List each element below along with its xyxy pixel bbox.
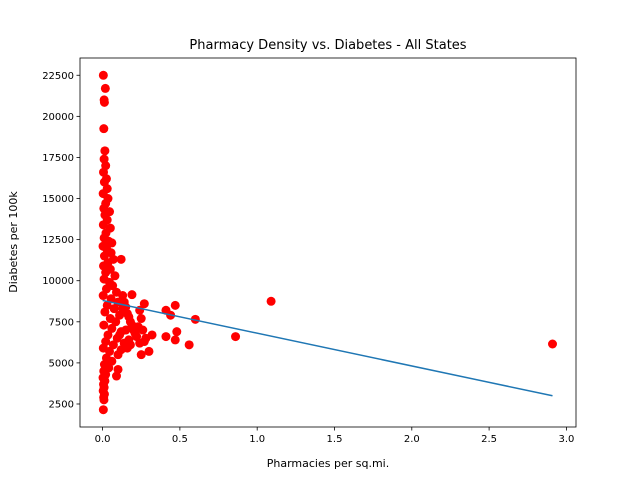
data-point: [98, 291, 108, 301]
x-tick-label: 0.0: [95, 434, 111, 445]
data-point: [172, 327, 182, 337]
data-point: [99, 320, 109, 330]
y-tick-label: 5000: [49, 358, 74, 369]
data-point: [107, 238, 117, 248]
x-tick-label: 3.0: [558, 434, 574, 445]
data-point: [118, 304, 128, 314]
y-tick-label: 20000: [42, 112, 74, 123]
data-point: [111, 317, 121, 327]
data-point: [547, 339, 557, 349]
x-tick-label: 1.5: [327, 434, 343, 445]
data-point: [139, 299, 149, 309]
y-tick-label: 12500: [42, 235, 74, 246]
regression-line: [102, 299, 553, 397]
plot-area: [80, 58, 576, 427]
data-point: [100, 83, 110, 93]
data-point: [116, 254, 126, 264]
scatter-points: [98, 70, 557, 415]
x-axis-ticks: 0.0 0.5 1.0 1.5 2.0 2.5 3.0: [95, 427, 574, 445]
data-point: [231, 332, 241, 342]
data-point: [135, 338, 145, 348]
x-axis-label: Pharmacies per sq.mi.: [267, 457, 389, 470]
data-point: [98, 220, 108, 230]
data-point: [133, 322, 143, 332]
data-point: [110, 271, 120, 281]
data-point: [111, 371, 121, 381]
data-point: [99, 124, 109, 134]
data-point: [136, 350, 146, 360]
data-point: [144, 346, 154, 356]
data-point: [184, 340, 194, 350]
data-point: [100, 146, 110, 156]
data-point: [136, 314, 146, 324]
y-axis-ticks: 2500 5000 7500 10000 12500 15000 17500 20000 225…: [42, 71, 80, 410]
data-point: [147, 330, 157, 340]
data-point: [108, 340, 118, 350]
data-point: [116, 345, 126, 355]
y-tick-label: 7500: [49, 317, 74, 328]
data-point: [161, 332, 171, 342]
data-point: [98, 405, 108, 415]
data-point: [100, 307, 110, 317]
data-point: [107, 323, 117, 333]
data-point: [266, 296, 276, 306]
y-tick-label: 2500: [49, 399, 74, 410]
chart-title: Pharmacy Density vs. Diabetes - All Stat…: [189, 38, 466, 53]
x-tick-label: 2.5: [481, 434, 497, 445]
y-tick-label: 15000: [42, 194, 74, 205]
data-point: [99, 251, 109, 261]
data-point: [99, 395, 109, 405]
x-tick-label: 0.5: [172, 434, 188, 445]
y-tick-label: 10000: [42, 276, 74, 287]
plot-frame: [79, 57, 577, 428]
data-point: [127, 290, 137, 300]
data-point: [124, 335, 134, 345]
data-point: [170, 300, 180, 310]
y-tick-label: 22500: [42, 71, 74, 82]
data-point: [109, 304, 119, 314]
x-tick-label: 2.0: [404, 434, 420, 445]
data-point: [170, 335, 180, 345]
data-point: [121, 325, 131, 335]
x-tick-label: 1.0: [249, 434, 265, 445]
data-point: [99, 97, 109, 107]
regression-line-group: [102, 299, 553, 397]
data-point: [115, 330, 125, 340]
y-axis-label: Diabetes per 100k: [7, 191, 20, 293]
data-point: [98, 70, 108, 80]
y-tick-label: 17500: [42, 153, 74, 164]
